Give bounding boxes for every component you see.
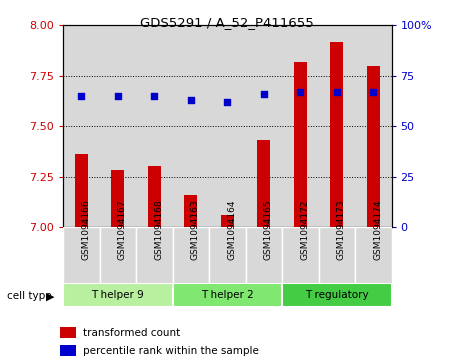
Bar (282, 283, 392, 307)
Bar (257, 140, 270, 227)
Point (114, 93, 122, 99)
Bar (172, 25, 209, 227)
Bar (294, 62, 306, 227)
Bar (172, 283, 282, 307)
Point (369, 89, 377, 95)
Bar (136, 25, 172, 227)
Text: GSM1094165: GSM1094165 (264, 199, 273, 260)
Bar (282, 227, 319, 285)
Bar (63, 283, 172, 307)
Text: GSM1094174: GSM1094174 (373, 200, 382, 260)
Bar (184, 195, 197, 227)
Bar (148, 166, 161, 227)
Bar (282, 25, 319, 227)
Point (297, 89, 304, 95)
Bar (319, 25, 355, 227)
Point (151, 93, 158, 99)
Text: percentile rank within the sample: percentile rank within the sample (83, 346, 259, 356)
Text: GSM1094172: GSM1094172 (300, 200, 309, 260)
Text: T helper 2: T helper 2 (201, 290, 254, 300)
Text: GSM1094167: GSM1094167 (118, 199, 127, 260)
Bar (209, 25, 246, 227)
Bar (319, 227, 355, 285)
Text: GSM1094173: GSM1094173 (337, 199, 346, 260)
Bar (99, 227, 136, 285)
Text: GSM1094168: GSM1094168 (154, 199, 163, 260)
Text: GDS5291 / A_52_P411655: GDS5291 / A_52_P411655 (140, 16, 314, 29)
Bar (330, 41, 343, 227)
Bar (221, 215, 234, 227)
Bar (355, 227, 392, 285)
Bar (355, 25, 392, 227)
Point (333, 89, 340, 95)
Text: cell type: cell type (7, 291, 51, 301)
Bar (246, 227, 282, 285)
Bar (209, 227, 246, 285)
Bar (63, 227, 99, 285)
Point (187, 97, 194, 103)
Text: GSM1094164: GSM1094164 (227, 200, 236, 260)
Bar (136, 227, 172, 285)
Text: T regulatory: T regulatory (305, 290, 369, 300)
Point (78, 93, 85, 99)
Bar (75, 154, 88, 227)
Text: ▶: ▶ (46, 291, 54, 301)
Bar (60, 345, 76, 356)
Text: GSM1094163: GSM1094163 (191, 199, 200, 260)
Bar (111, 171, 124, 227)
Bar (172, 227, 209, 285)
Point (260, 91, 267, 97)
Point (224, 99, 231, 105)
Bar (246, 25, 282, 227)
Bar (63, 25, 99, 227)
Bar (60, 327, 76, 338)
Bar (367, 66, 380, 227)
Bar (99, 25, 136, 227)
Text: T helper 9: T helper 9 (91, 290, 144, 300)
Text: GSM1094166: GSM1094166 (81, 199, 90, 260)
Text: transformed count: transformed count (83, 327, 180, 338)
